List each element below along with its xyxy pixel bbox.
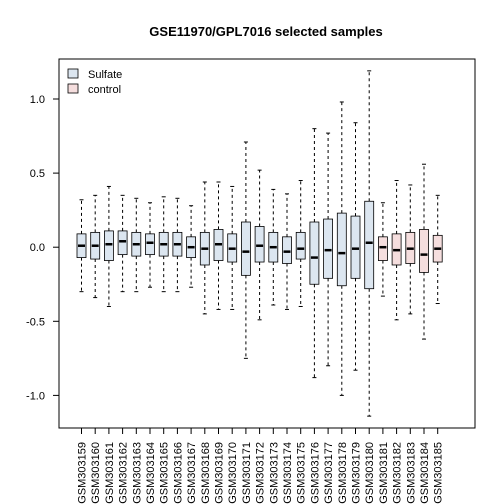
chart-title: GSE11970/GPL7016 selected samples <box>149 24 382 39</box>
y-tick-label: -1.0 <box>26 390 45 402</box>
x-tick-label: GSM303176 <box>309 442 321 504</box>
box-iqr <box>336 212 347 287</box>
box-GSM303172 <box>254 169 265 321</box>
box-GSM303171 <box>240 141 251 359</box>
legend: Sulfate control <box>67 68 122 96</box>
box-series <box>76 70 443 417</box>
x-axis: GSM303159 GSM303160 GSM303161 GSM303162 GSM3… <box>77 427 445 504</box>
box-GSM303162 <box>117 194 128 293</box>
box-iqr <box>419 229 429 273</box>
box-GSM303170 <box>227 185 238 310</box>
y-tick-label: 0.0 <box>30 242 45 254</box>
box-GSM303163 <box>131 197 142 293</box>
y-tick-label: -0.5 <box>26 316 45 328</box>
x-tick-label: GSM303183 <box>405 442 417 504</box>
y-axis: -1.0 -0.5 0.0 0.5 1.0 <box>26 94 60 402</box>
box-GSM303173 <box>268 188 279 306</box>
x-tick-label: GSM303180 <box>364 442 376 504</box>
box-iqr <box>145 233 155 256</box>
box-GSM303166 <box>172 197 183 293</box>
x-tick-label: GSM303178 <box>337 442 349 504</box>
box-iqr <box>104 230 114 261</box>
box-iqr <box>323 218 334 279</box>
x-tick-label: GSM303185 <box>433 442 445 504</box>
x-tick-label: GSM303170 <box>227 442 239 504</box>
box-GSM303183 <box>405 184 416 315</box>
box-iqr <box>309 221 320 285</box>
box-iqr <box>117 230 128 256</box>
legend-label-control: control <box>88 84 121 96</box>
box-iqr <box>350 215 361 279</box>
box-GSM303174 <box>282 193 292 310</box>
box-GSM303184 <box>419 163 429 340</box>
box-GSM303168 <box>199 181 210 315</box>
box-GSM303181 <box>377 202 388 297</box>
box-GSM303165 <box>158 196 169 293</box>
box-GSM303177 <box>323 132 334 367</box>
x-tick-label: GSM303164 <box>145 442 157 504</box>
box-iqr <box>295 231 306 260</box>
box-iqr <box>364 200 375 290</box>
x-tick-label: GSM303182 <box>392 442 404 504</box>
x-tick-label: GSM303179 <box>351 442 363 504</box>
x-tick-label: GSM303159 <box>77 442 89 504</box>
x-tick-label: GSM303175 <box>296 442 308 504</box>
box-GSM303178 <box>336 101 347 396</box>
x-tick-label: GSM303172 <box>255 442 267 504</box>
x-tick-label: GSM303171 <box>241 442 253 504</box>
box-iqr <box>377 236 388 261</box>
box-GSM303179 <box>350 122 361 371</box>
x-tick-label: GSM303165 <box>159 442 171 504</box>
legend-swatch-sulfate <box>67 68 79 79</box>
x-tick-label: GSM303163 <box>131 442 143 504</box>
x-tick-label: GSM303174 <box>282 442 294 504</box>
y-tick-label: 0.5 <box>30 168 45 180</box>
box-GSM303175 <box>295 180 306 307</box>
legend-label-sulfate: Sulfate <box>88 69 122 81</box>
x-tick-label: GSM303177 <box>323 442 335 504</box>
x-tick-label: GSM303181 <box>378 442 390 504</box>
box-GSM303161 <box>104 185 114 307</box>
y-tick-label: 1.0 <box>30 94 45 106</box>
x-tick-label: GSM303160 <box>90 442 102 504</box>
box-GSM303185 <box>432 194 443 305</box>
box-iqr <box>282 236 292 264</box>
x-tick-label: GSM303166 <box>172 442 184 504</box>
x-tick-label: GSM303168 <box>200 442 212 504</box>
box-GSM303180 <box>364 70 375 417</box>
x-tick-label: GSM303162 <box>118 442 130 504</box>
legend-swatch-control <box>67 83 79 94</box>
box-GSM303160 <box>90 194 101 299</box>
box-GSM303182 <box>391 180 402 321</box>
box-GSM303176 <box>309 128 320 379</box>
box-GSM303169 <box>213 181 224 310</box>
box-GSM303159 <box>76 199 87 293</box>
box-GSM303167 <box>186 205 197 288</box>
box-iqr <box>254 226 265 263</box>
x-tick-label: GSM303161 <box>104 442 116 504</box>
box-iqr <box>240 221 251 276</box>
x-tick-label: GSM303167 <box>186 442 198 504</box>
box-GSM303164 <box>145 202 155 288</box>
x-tick-label: GSM303173 <box>268 442 280 504</box>
x-tick-label: GSM303169 <box>214 442 226 504</box>
x-tick-label: GSM303184 <box>419 442 431 504</box>
